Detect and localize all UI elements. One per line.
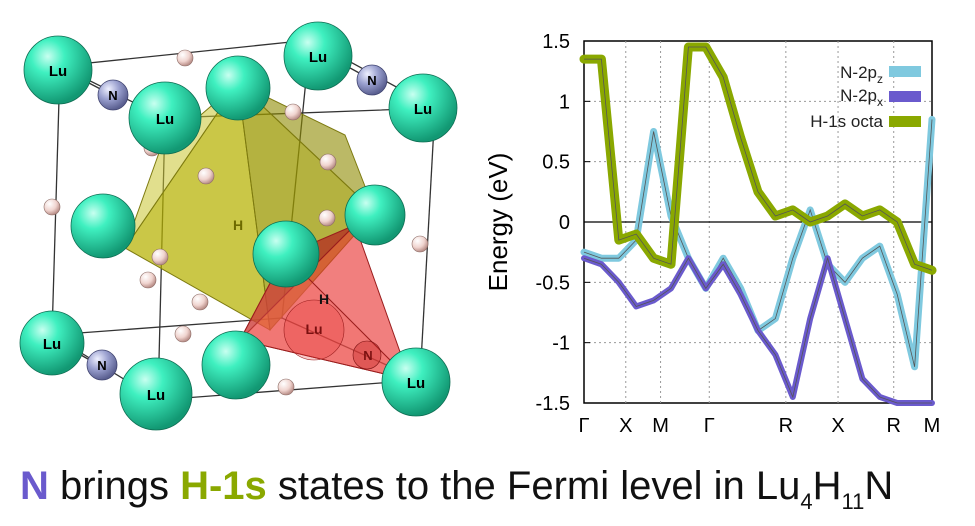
y-tick-label: 1 bbox=[559, 91, 570, 113]
lu-atom bbox=[388, 73, 458, 143]
n-atom bbox=[356, 64, 388, 96]
crystal-structure: Lu Lu N N Lu Lu Lu N Lu Lu H H Lu N bbox=[19, 21, 458, 431]
lu-atom bbox=[23, 35, 93, 105]
lu-label: Lu bbox=[407, 375, 425, 392]
h-atom bbox=[318, 209, 336, 227]
y-tick-label: -0.5 bbox=[536, 272, 570, 294]
y-tick-label: -1 bbox=[552, 333, 570, 355]
lu-atom bbox=[283, 21, 353, 91]
h-atom bbox=[151, 248, 169, 266]
x-tick-label: X bbox=[619, 415, 632, 437]
h-atom bbox=[277, 378, 295, 396]
lu-atom bbox=[119, 357, 193, 431]
lu-atom bbox=[19, 310, 85, 376]
caption-sub-4: 4 bbox=[800, 489, 813, 514]
y-tick-label: 0 bbox=[559, 212, 570, 234]
caption-n: N bbox=[20, 464, 49, 508]
y-tick-label: -1.5 bbox=[536, 393, 570, 415]
h-atom bbox=[319, 153, 337, 171]
series-line-core bbox=[584, 46, 933, 271]
legend-label-n2pz: N-2pz bbox=[840, 63, 883, 86]
y-tick-labels: 1.5 1 0.5 0 -0.5 -1 -1.5 bbox=[536, 31, 590, 415]
h-atom bbox=[191, 293, 209, 311]
lu-label: Lu bbox=[309, 49, 327, 66]
lu-n-atoms: Lu Lu N N Lu Lu Lu N Lu Lu bbox=[19, 21, 458, 431]
caption-sub-11: 11 bbox=[841, 489, 865, 514]
x-tick-label: R bbox=[779, 415, 793, 437]
x-tick-label: X bbox=[831, 415, 844, 437]
caption-text-h: H bbox=[812, 464, 842, 508]
lu-atom bbox=[252, 220, 320, 288]
caption: N brings H-1s states to the Fermi level … bbox=[20, 458, 970, 518]
n-atom bbox=[86, 349, 118, 381]
lu-atom bbox=[201, 330, 271, 400]
h-atom bbox=[139, 271, 157, 289]
legend-swatch-h1s bbox=[889, 116, 921, 127]
n-label: N bbox=[97, 358, 106, 373]
atom-label-lu-inner: Lu bbox=[305, 321, 322, 337]
lu-label: Lu bbox=[414, 101, 432, 118]
y-axis-label: Energy (eV) bbox=[483, 153, 513, 292]
h-atom bbox=[197, 167, 215, 185]
caption-text-1: brings bbox=[48, 464, 181, 508]
lu-atom-inner bbox=[283, 299, 345, 361]
h-atom bbox=[176, 49, 194, 67]
h-atom bbox=[411, 235, 429, 253]
n-atom bbox=[97, 79, 129, 111]
lu-label: Lu bbox=[43, 336, 61, 353]
lu-atom bbox=[344, 184, 406, 246]
lu-atom bbox=[128, 81, 202, 155]
x-tick-label: M bbox=[652, 415, 669, 437]
legend-swatch-n2px bbox=[889, 91, 921, 102]
h-atoms bbox=[43, 49, 429, 396]
h-atom bbox=[174, 325, 192, 343]
legend: N-2pz N-2px H-1s octa bbox=[810, 63, 921, 131]
x-tick-label: R bbox=[886, 415, 900, 437]
lu-atom bbox=[70, 193, 136, 259]
y-tick-label: 1.5 bbox=[542, 31, 570, 53]
lu-atom bbox=[205, 55, 271, 121]
lu-label: Lu bbox=[147, 387, 165, 404]
n-label: N bbox=[367, 73, 376, 88]
legend-label-n2px: N-2px bbox=[840, 86, 883, 109]
y-tick-label: 0.5 bbox=[542, 152, 570, 174]
x-tick-label: M bbox=[924, 415, 941, 437]
lu-atom bbox=[381, 347, 451, 417]
plot-series bbox=[579, 42, 937, 406]
caption-text-n: N bbox=[864, 464, 894, 508]
lu-label: Lu bbox=[156, 111, 174, 128]
series-line-core bbox=[583, 256, 932, 404]
h-atom bbox=[284, 103, 302, 121]
atom-label-h-tetra: H bbox=[319, 291, 329, 307]
caption-text-2: states to the Fermi level in Lu bbox=[266, 464, 801, 508]
x-tick-label: Γ bbox=[704, 415, 715, 437]
n-atom-inner bbox=[352, 340, 382, 370]
atom-label-n-inner: N bbox=[363, 348, 372, 363]
n-label: N bbox=[108, 88, 117, 103]
legend-label-h1s: H-1s octa bbox=[810, 112, 883, 131]
h-atom bbox=[43, 198, 61, 216]
caption-h1s: H-1s bbox=[180, 464, 267, 508]
lu-label: Lu bbox=[49, 63, 67, 80]
legend-swatch-n2pz bbox=[889, 66, 921, 77]
x-tick-label: Γ bbox=[578, 415, 589, 437]
plot-grid bbox=[584, 41, 932, 403]
atom-label-h-octa: H bbox=[233, 217, 243, 233]
